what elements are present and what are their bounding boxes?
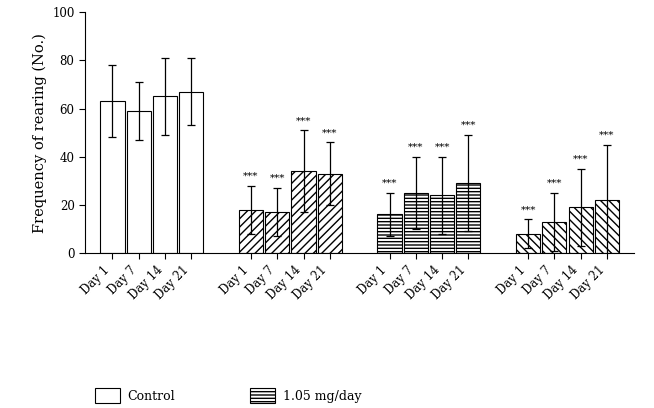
Bar	[239, 210, 263, 253]
Bar	[516, 234, 540, 253]
Bar	[153, 97, 177, 253]
Bar	[266, 212, 289, 253]
Bar	[377, 215, 402, 253]
Bar	[456, 183, 481, 253]
Text: ***: ***	[521, 206, 536, 215]
Bar	[595, 200, 619, 253]
Text: ***: ***	[296, 116, 311, 125]
Bar	[404, 193, 428, 253]
Text: ***: ***	[573, 155, 589, 164]
Text: ***: ***	[599, 131, 615, 140]
Y-axis label: Frequency of rearing (No.): Frequency of rearing (No.)	[32, 33, 46, 233]
Bar	[318, 173, 342, 253]
Bar	[430, 195, 454, 253]
Text: ***: ***	[322, 129, 337, 137]
Bar	[542, 222, 566, 253]
Bar	[179, 92, 203, 253]
Text: ***: ***	[547, 179, 562, 188]
Text: ***: ***	[382, 179, 397, 188]
Legend: Control, 0.63 mg/day, 1.05 mg/day, 2.1 mg/day: Control, 0.63 mg/day, 1.05 mg/day, 2.1 m…	[92, 384, 365, 408]
Bar	[568, 207, 593, 253]
Text: ***: ***	[243, 172, 259, 181]
Text: ***: ***	[408, 143, 424, 152]
Bar	[292, 171, 316, 253]
Text: ***: ***	[460, 121, 476, 130]
Text: ***: ***	[434, 143, 450, 152]
Bar	[101, 101, 124, 253]
Bar	[127, 111, 151, 253]
Text: ***: ***	[269, 174, 285, 183]
